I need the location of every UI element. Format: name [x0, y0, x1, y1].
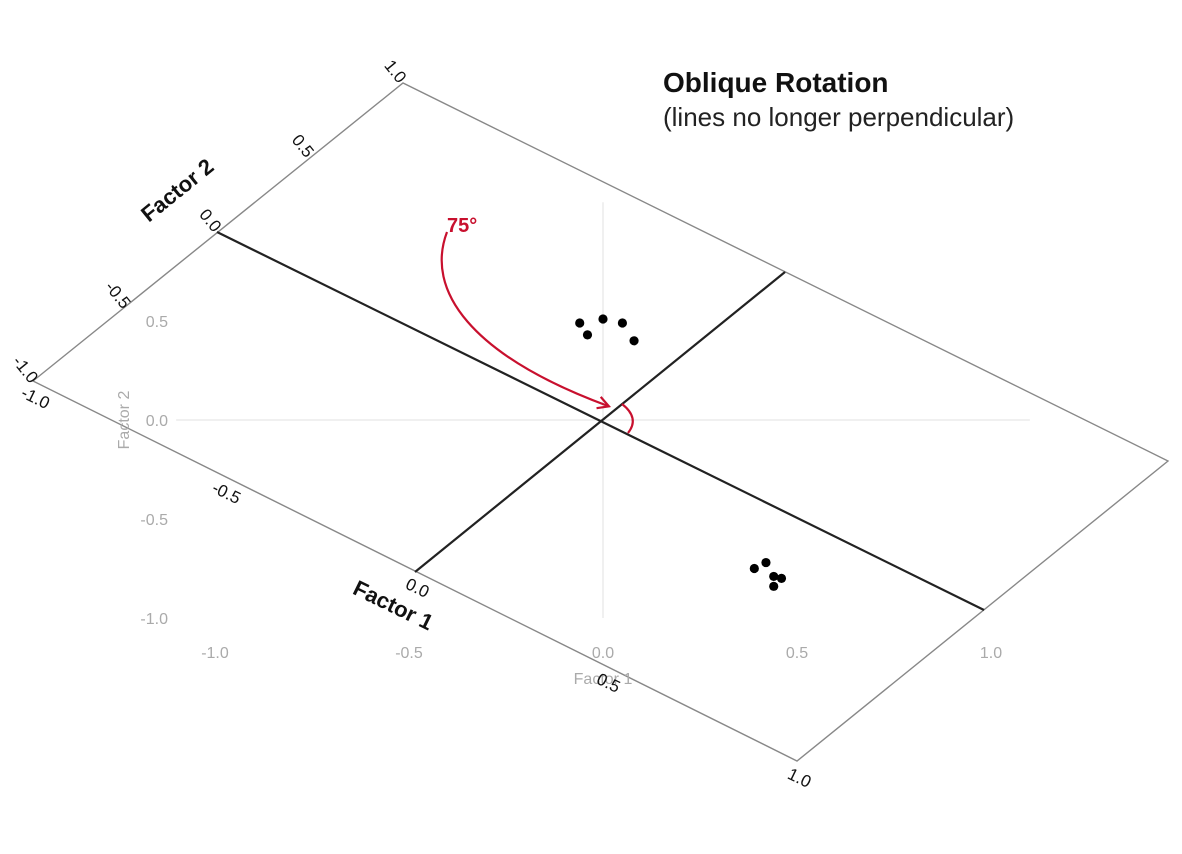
data-point — [629, 336, 639, 346]
chart-subtitle: (lines no longer perpendicular) — [663, 102, 1015, 132]
angle-annotation: 75° — [440, 215, 634, 434]
data-point — [575, 318, 585, 328]
data-points — [575, 314, 787, 591]
data-point — [769, 571, 779, 582]
data-point — [761, 557, 771, 568]
data-point — [598, 314, 608, 324]
x-tick-label: -1.0 — [201, 645, 229, 662]
title-block: Oblique Rotation (lines no longer perpen… — [663, 66, 1014, 134]
y-tick-label: -0.5 — [140, 512, 168, 529]
factor2-tick-label: 1.0 — [380, 56, 410, 86]
x-tick-label: 0.0 — [592, 645, 614, 662]
x-tick-label: -0.5 — [395, 645, 423, 662]
tick-labels: -1.0 -0.5 0.0 0.5 1.0 -1.0 -0.5 0.0 0.5 Factor 2 F… — [9, 56, 1003, 791]
rotated-axes — [216, 231, 985, 611]
data-point — [749, 563, 759, 574]
x-tick-label: 0.5 — [786, 645, 808, 662]
data-point — [617, 318, 628, 328]
chart-title: Oblique Rotation — [663, 67, 889, 98]
y-tick-label: -1.0 — [140, 611, 168, 628]
angle-arc — [621, 403, 634, 434]
y-axis-title: Factor 2 — [116, 391, 133, 450]
y-tick-label: 0.0 — [146, 413, 168, 430]
angle-label: 75° — [447, 215, 477, 237]
data-point — [776, 573, 787, 584]
data-point — [582, 330, 593, 340]
y-tick-label: 0.5 — [146, 314, 168, 331]
data-point — [769, 581, 779, 591]
factor1-tick-label: 1.0 — [785, 764, 815, 791]
x-axis-title: Factor 1 — [574, 671, 633, 688]
angle-arrow — [440, 231, 608, 406]
factor2-rotated-axis — [414, 271, 786, 573]
x-tick-label: 1.0 — [980, 645, 1002, 662]
